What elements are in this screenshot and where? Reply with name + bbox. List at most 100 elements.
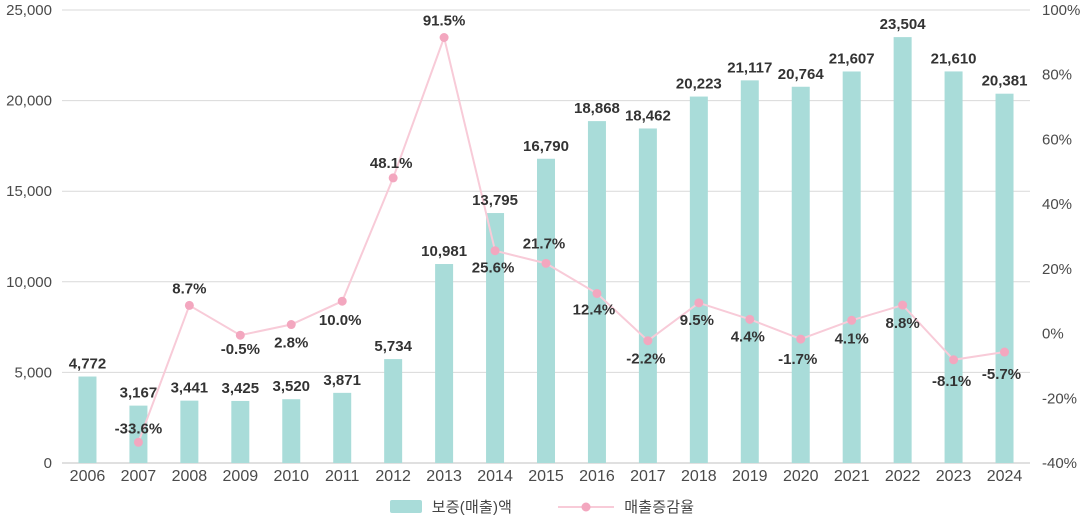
bar-value-label-2021: 21,607 [829,50,875,67]
x-axis-label-2020: 2020 [783,468,819,485]
growth-rate-line [137,34,1005,443]
bar-value-label-2023: 21,610 [931,50,977,67]
pct-label-2007: -33.6% [115,420,163,437]
line-marker-2009 [235,330,245,340]
line-series-swatch-icon [558,502,615,511]
pct-label-2023: -8.1% [932,373,971,390]
pct-label-2024: -5.7% [982,366,1021,383]
line-marker-2007 [133,437,143,447]
bar-2015 [537,158,555,463]
bar-value-label-2017: 18,462 [625,107,671,124]
bar-2007 [129,405,148,463]
bar-value-label-2018: 20,223 [676,76,722,93]
line-marker-2013 [439,33,449,43]
left-axis-tick-label: 20,000 [6,93,52,110]
x-axis-label-2024: 2024 [987,468,1023,485]
x-axis-label-2014: 2014 [477,468,513,485]
line-series-label: 매출증감율 [624,499,695,516]
bar-2012 [384,359,403,463]
x-axis-label-2009: 2009 [223,468,259,485]
line-marker-2019 [745,314,755,324]
pct-label-2010: 2.8% [274,335,308,352]
bar-2021 [842,71,861,463]
bar-value-label-2015: 16,790 [523,138,569,155]
bar-value-label-2011: 3,871 [323,372,361,389]
left-axis-tick-label: 10,000 [6,274,52,291]
bar-value-label-2022: 23,504 [880,16,927,33]
right-axis-tick-label: 100% [1042,2,1080,19]
line-marker-2016 [592,288,602,298]
x-axis-label-2015: 2015 [528,468,564,485]
line-marker-2008 [184,300,194,310]
x-axis-label-2008: 2008 [172,468,208,485]
bar-2020 [791,86,810,463]
pct-label-2012: 48.1% [370,155,413,172]
x-axis-label-2016: 2016 [579,468,615,485]
x-axis-label-2017: 2017 [630,468,666,485]
x-axis-label-2021: 2021 [834,468,870,485]
bar-2018 [689,96,708,464]
x-axis-label-2013: 2013 [426,468,462,485]
line-marker-2010 [286,320,296,330]
bar-series-swatch-icon [389,500,422,513]
bar-value-label-2007: 3,167 [120,385,158,402]
pct-label-2021: 4.1% [835,330,869,347]
pct-label-2017: -2.2% [626,351,665,368]
bar-value-label-2016: 18,868 [574,100,620,117]
pct-label-2019: 4.4% [731,328,765,345]
x-axis-label-2007: 2007 [121,468,157,485]
bar-2010 [282,399,301,463]
pct-label-2015: 21.7% [523,235,566,252]
bar-2011 [333,392,352,463]
line-marker-2021 [847,315,857,325]
bar-2009 [231,400,250,463]
bar-2019 [740,80,759,464]
x-axis-label-2019: 2019 [732,468,768,485]
right-axis-tick-label: 40% [1042,196,1072,213]
right-axis-tick-label: 20% [1042,261,1072,278]
bar-2022 [893,37,912,464]
line-marker-2024 [1000,347,1010,357]
bar-series-label: 보증(매출)액 [431,499,513,516]
legend-item-line-series: 매출증감율 [558,496,694,517]
x-axis-label-2023: 2023 [936,468,972,485]
x-axis-label-2006: 2006 [70,468,106,485]
line-marker-2018 [694,298,704,308]
bar-2017 [638,128,657,463]
pct-label-2013: 91.5% [423,13,466,30]
pct-label-2020: -1.7% [778,351,817,368]
right-axis-tick-label: 80% [1042,67,1072,84]
right-axis-tick-label: 0% [1042,326,1064,343]
pct-label-2008: 8.7% [172,280,206,297]
line-marker-2022 [898,300,908,310]
bar-2008 [180,400,199,463]
pct-label-2011: 10.0% [319,312,362,329]
left-axis-tick-label: 15,000 [6,183,52,200]
x-axis-label-2022: 2022 [885,468,921,485]
left-axis-tick-label: 0 [44,455,52,472]
pct-label-2009: -0.5% [221,341,260,358]
bar-2006 [78,376,97,463]
bar-value-label-2006: 4,772 [69,356,107,373]
pct-label-2014: 25.6% [472,260,515,277]
line-series-marker-icon [581,502,591,511]
bar-2013 [435,264,454,463]
bar-value-label-2024: 20,381 [982,73,1028,90]
left-axis-tick-label: 25,000 [6,2,52,19]
legend-item-bar-series: 보증(매출)액 [389,496,513,517]
right-axis-tick-label: -40% [1042,455,1077,472]
bar-2023 [944,71,963,463]
right-axis-tick-label: 60% [1042,131,1072,148]
bar-value-label-2013: 10,981 [421,243,467,260]
bar-value-label-2019: 21,117 [727,59,772,76]
x-axis-label-2012: 2012 [375,468,411,485]
bar-value-label-2009: 3,425 [222,380,260,397]
bar-value-label-2020: 20,764 [778,66,825,83]
bar-2024 [995,93,1014,463]
line-marker-2012 [388,173,398,183]
left-axis-tick-label: 5,000 [14,364,52,381]
line-marker-2020 [796,334,806,344]
x-axis-label-2010: 2010 [273,468,309,485]
